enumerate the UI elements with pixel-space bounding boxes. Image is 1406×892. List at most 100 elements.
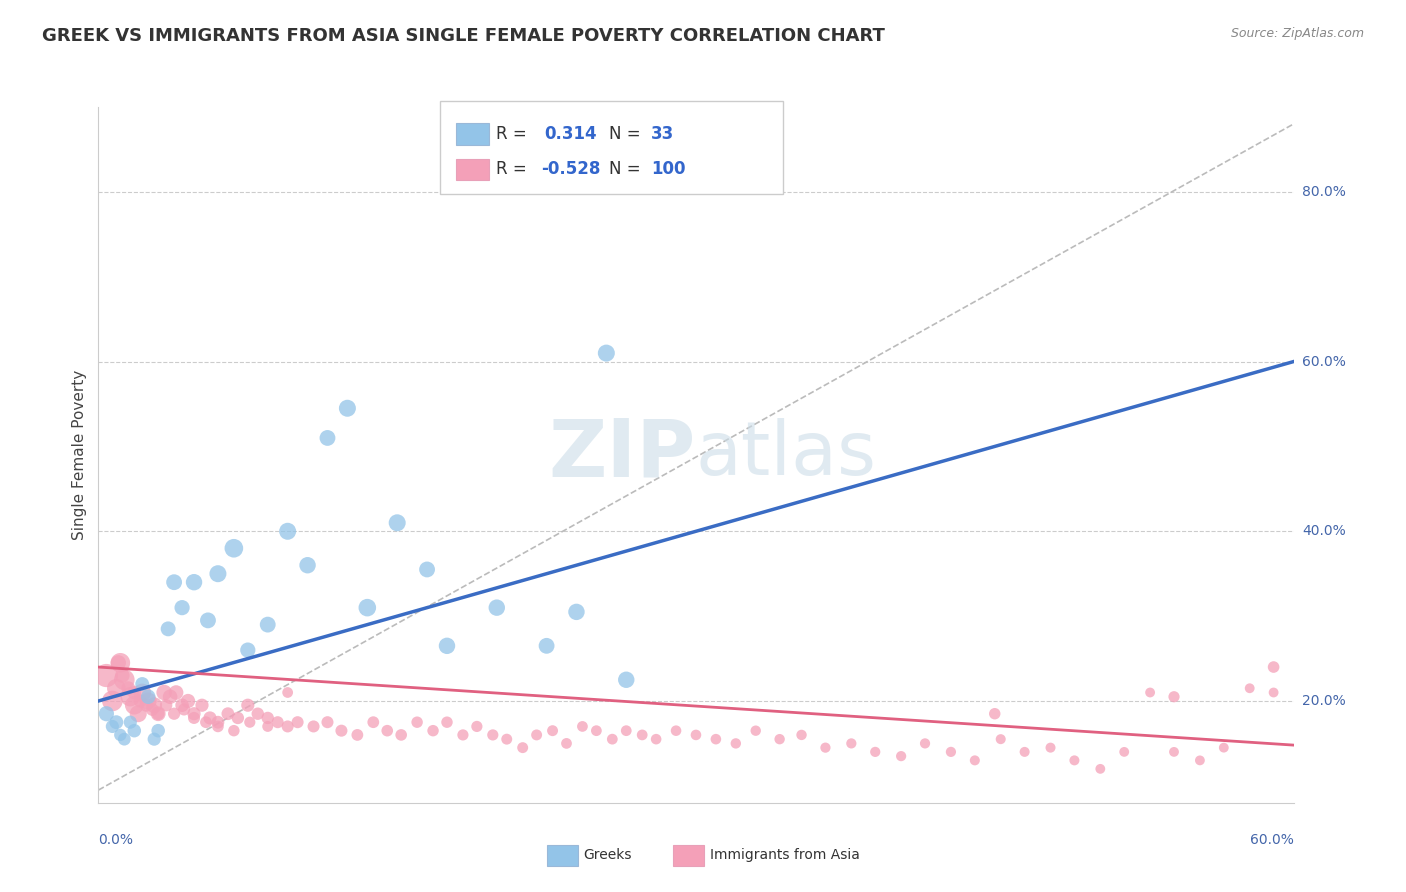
Point [177,694,200,708]
Point [105,715,128,730]
Point [143,732,166,747]
Point [939,745,962,759]
Point [963,753,986,767]
Point [101,719,124,733]
Point [555,736,578,750]
Point [194,715,218,730]
Point [173,702,195,716]
Point [890,749,912,764]
Point [465,719,488,733]
Point [148,706,170,721]
Text: N =: N = [609,125,640,143]
Point [645,732,668,747]
Point [124,685,146,699]
Text: 40.0%: 40.0% [1302,524,1346,538]
Point [163,706,186,721]
Point [1188,753,1211,767]
Point [207,719,229,733]
Point [1163,745,1185,759]
Point [256,719,278,733]
Point [481,728,505,742]
Point [141,702,163,716]
Point [256,617,278,632]
Point [124,723,146,738]
Text: atlas: atlas [696,418,877,491]
Point [143,698,166,713]
Point [1114,745,1136,759]
Point [1014,745,1036,759]
Point [990,732,1012,747]
Text: 0.0%: 0.0% [98,833,134,847]
Point [614,673,637,687]
Point [841,736,863,750]
Text: Greeks: Greeks [583,848,631,863]
Point [814,740,837,755]
Point [155,698,177,713]
Text: ZIP: ZIP [548,416,696,494]
Point [207,566,229,581]
Point [1239,681,1261,696]
Point [277,524,299,539]
Y-axis label: Single Female Poverty: Single Female Poverty [72,370,87,540]
Point [375,723,398,738]
Point [406,715,429,730]
Point [136,694,159,708]
Text: 60.0%: 60.0% [1302,355,1346,368]
Text: GREEK VS IMMIGRANTS FROM ASIA SINGLE FEMALE POVERTY CORRELATION CHART: GREEK VS IMMIGRANTS FROM ASIA SINGLE FEM… [42,27,884,45]
Text: R =: R = [496,125,527,143]
Point [207,715,229,730]
Point [316,715,339,730]
Point [131,685,153,699]
Point [346,728,368,742]
Text: 100: 100 [651,161,686,178]
Point [96,706,118,721]
Point [101,694,124,708]
Point [631,728,654,742]
Point [602,732,624,747]
Text: 20.0%: 20.0% [1302,694,1346,708]
Point [389,728,412,742]
Text: Source: ZipAtlas.com: Source: ZipAtlas.com [1230,27,1364,40]
Point [236,643,259,657]
Point [287,715,309,730]
Point [136,690,159,704]
Point [526,728,548,742]
Point [120,715,142,730]
Point [768,732,790,747]
Point [135,698,157,713]
Text: 80.0%: 80.0% [1302,185,1346,199]
Point [172,600,194,615]
Point [277,719,299,733]
Point [277,685,299,699]
Point [704,732,727,747]
Point [163,575,186,590]
Point [110,656,132,670]
Point [385,516,409,530]
Point [595,346,617,360]
Point [112,732,135,747]
Point [1212,740,1234,755]
Point [131,677,153,691]
Text: R =: R = [496,161,527,178]
Point [107,656,129,670]
Point [1163,690,1185,704]
Point [302,719,325,733]
Point [1263,660,1285,674]
Point [983,706,1005,721]
Point [745,723,768,738]
Point [363,715,385,730]
Text: 33: 33 [651,125,675,143]
Text: -0.528: -0.528 [541,161,600,178]
Point [222,723,245,738]
Point [1063,753,1085,767]
Point [159,690,181,704]
Point [436,715,458,730]
Point [1090,762,1112,776]
Point [157,622,180,636]
Point [183,575,205,590]
Point [267,715,290,730]
Point [148,723,170,738]
Point [148,706,170,721]
Point [451,728,474,742]
Point [914,736,936,750]
